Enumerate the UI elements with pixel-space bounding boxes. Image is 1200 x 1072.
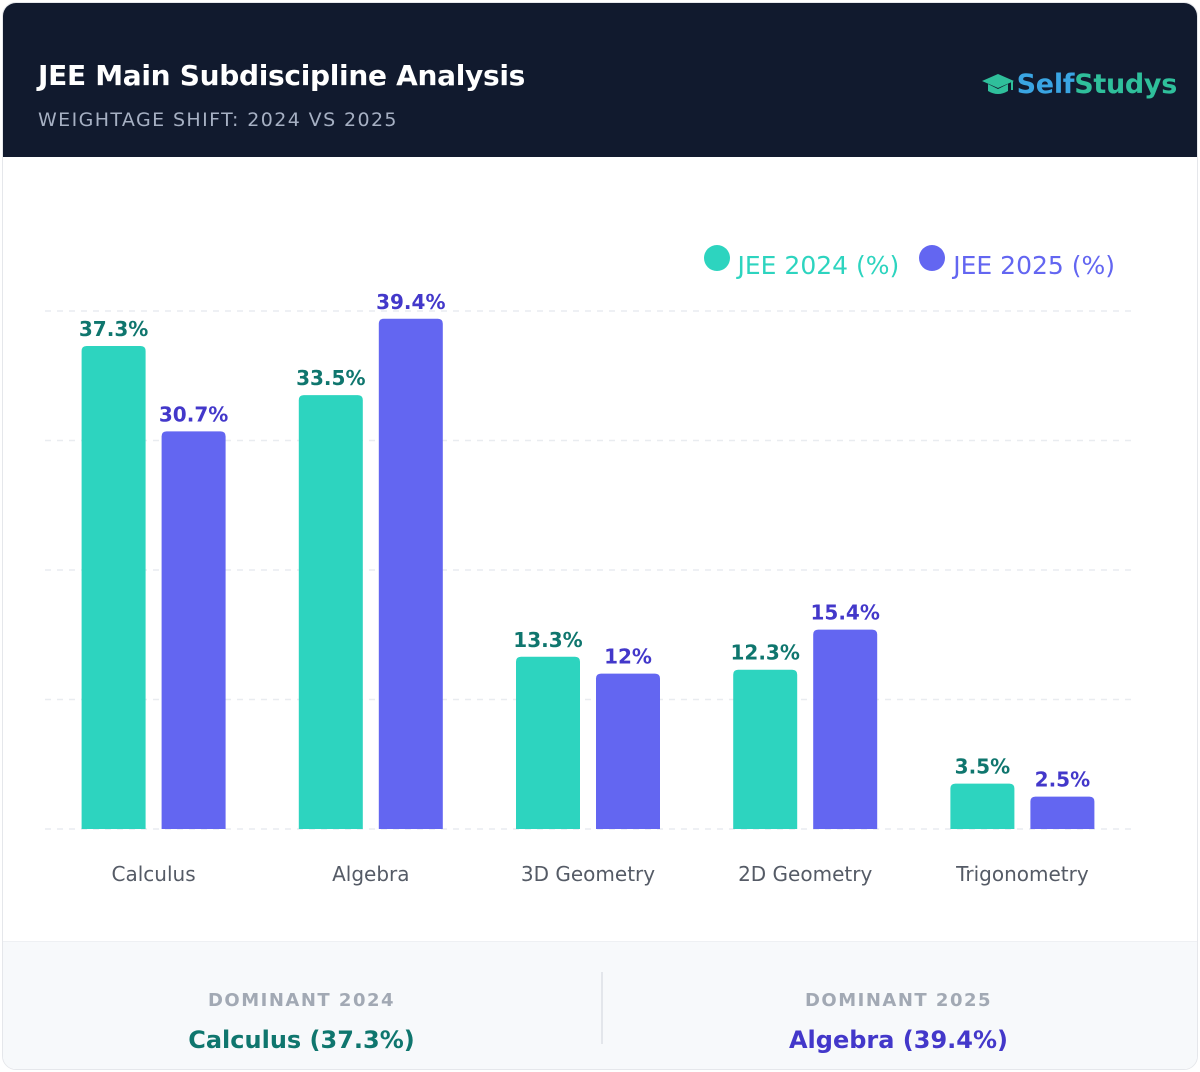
x-tick-label: 2D Geometry	[738, 862, 872, 886]
x-tick-label: Calculus	[112, 862, 196, 886]
legend-label-2025: JEE 2025 (%)	[953, 251, 1115, 280]
dominant-2024-label: DOMINANT 2024	[207, 990, 396, 1011]
x-tick-label: 3D Geometry	[521, 862, 655, 886]
dominant-2025-label: DOMINANT 2025	[804, 990, 993, 1011]
bar-2025	[161, 431, 226, 829]
x-tick-label: Trigonometry	[955, 862, 1089, 886]
bar-2025	[813, 629, 878, 829]
data-label-2025: 39.4%	[376, 290, 445, 314]
chart-subtitle: WEIGHTAGE SHIFT: 2024 VS 2025	[38, 109, 398, 131]
dominant-2025-stat: DOMINANT 2025 Algebra (39.4%)	[600, 942, 1197, 1069]
legend-swatch-2024	[703, 244, 730, 271]
legend-label-2024: JEE 2024 (%)	[737, 251, 900, 280]
header-bar: JEE Main Subdiscipline Analysis WEIGHTAG…	[3, 3, 1197, 157]
data-label-2024: 12.3%	[731, 641, 800, 665]
dominant-2024-stat: DOMINANT 2024 Calculus (37.3%)	[3, 942, 600, 1069]
bar-2025	[596, 673, 660, 829]
chart-title: JEE Main Subdiscipline Analysis	[38, 59, 525, 92]
data-label-2025: 2.5%	[1035, 768, 1090, 792]
data-label-2024: 33.5%	[296, 366, 365, 390]
data-label-2024: 3.5%	[955, 755, 1010, 779]
bar-2025	[378, 318, 443, 829]
brand-logo[interactable]: Self Studys	[981, 69, 1177, 100]
bar-2024	[81, 345, 146, 829]
summary-footer: DOMINANT 2024 Calculus (37.3%) DOMINANT …	[3, 941, 1197, 1069]
graduation-cap-icon	[981, 73, 1014, 94]
legend-item-2025[interactable]: JEE 2025 (%)	[919, 244, 1115, 280]
bar-2025	[1030, 796, 1095, 829]
bar-chart: 37.3% 30.7% Calculus 33.5% 39.4% Algebra 13.3%…	[45, 290, 1131, 886]
bar-2024	[298, 395, 363, 829]
data-label-2024: 37.3%	[79, 317, 148, 341]
data-label-2025: 30.7%	[159, 402, 228, 426]
brand-studys-text: Studys	[1074, 69, 1177, 100]
bar-2024	[950, 783, 1015, 829]
data-label-2024: 13.3%	[513, 628, 582, 652]
bar-2024	[733, 669, 798, 829]
legend-swatch-2025	[919, 244, 946, 271]
data-label-2025: 15.4%	[811, 601, 880, 625]
legend-item-2024[interactable]: JEE 2024 (%)	[703, 244, 900, 280]
brand-self-text: Self	[1016, 69, 1075, 100]
bar-2024	[516, 656, 580, 829]
summary-divider	[601, 972, 603, 1044]
data-label-2025: 12%	[604, 645, 652, 669]
chart-legend: JEE 2024 (%) JEE 2025 (%)	[684, 244, 1115, 280]
x-tick-label: Algebra	[332, 862, 409, 886]
dominant-2025-value: Algebra (39.4%)	[788, 1026, 1009, 1054]
dominant-2024-value: Calculus (37.3%)	[188, 1026, 415, 1054]
